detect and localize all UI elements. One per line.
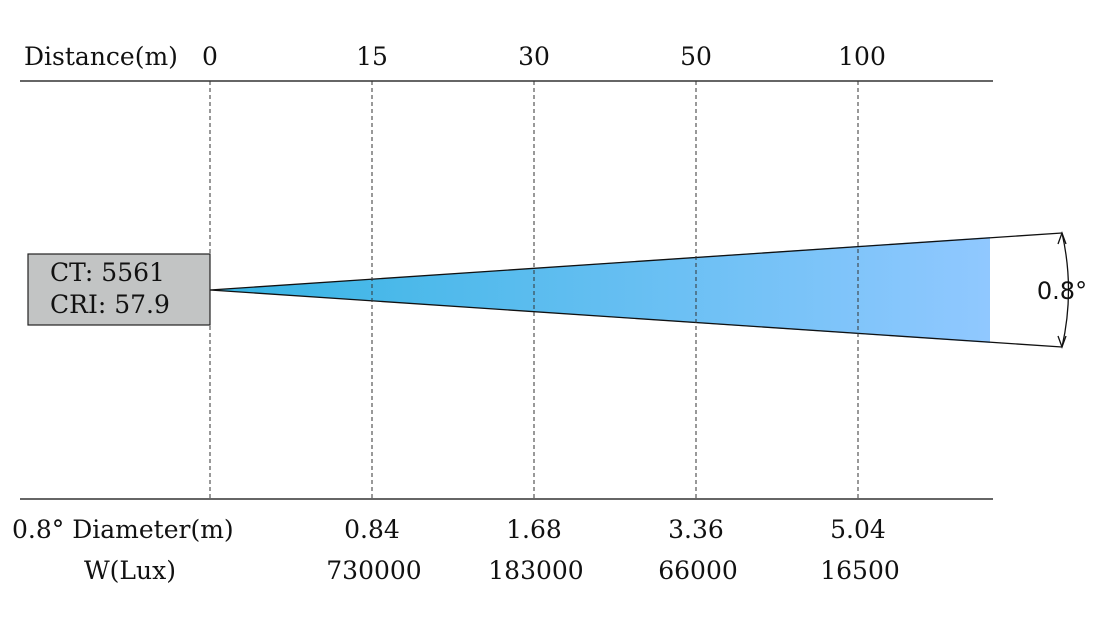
diameter-row-label: 0.8° Diameter(m) [12,515,234,544]
beam-cone [210,237,990,343]
diameter-value: 3.36 [668,515,724,544]
beam-angle-label: 0.8° [1037,277,1087,305]
angle-arrow-top [1057,231,1067,245]
diameter-value: 0.84 [344,515,400,544]
angle-arrow-bottom [1057,335,1067,349]
diameter-value: 1.68 [506,515,562,544]
lux-value: 730000 [326,556,421,585]
distance-value: 100 [838,42,886,71]
ct-label: CT: 5561 [50,258,165,287]
distance-value: 0 [202,42,218,71]
source-box [27,253,211,326]
lux-value: 66000 [658,556,738,585]
diameter-value: 5.04 [830,515,886,544]
angle-arc [1061,232,1070,348]
beam-edge-top [209,232,1063,291]
lux-row-label: W(Lux) [84,556,176,585]
distance-header-label: Distance(m) [24,42,178,71]
distance-value: 50 [680,42,712,71]
beam-edge-bottom [209,289,1063,348]
distance-value: 15 [356,42,388,71]
distance-value: 30 [518,42,550,71]
cri-label: CRI: 57.9 [50,290,170,319]
lux-value: 16500 [820,556,900,585]
lux-value: 183000 [488,556,583,585]
